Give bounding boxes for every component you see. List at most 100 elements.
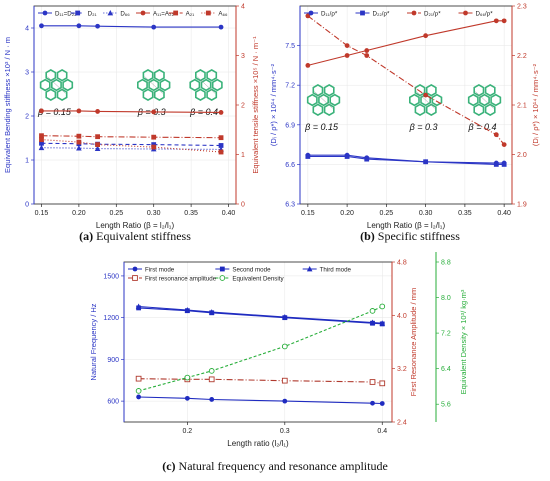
series-line [138, 305, 383, 324]
data-point [184, 374, 191, 381]
data-point [370, 400, 375, 406]
inset-hex-cell [153, 68, 165, 82]
inset-hex-cell [323, 103, 335, 117]
structure-inset [189, 68, 223, 102]
y-left-tick-label: 3 [25, 70, 29, 77]
legend-label: D₁₁/ρ* [321, 11, 338, 18]
inset-hex-cell [431, 93, 443, 107]
data-point [218, 143, 224, 148]
data-point [423, 159, 429, 165]
legend-label: D₁₁=D₂₂ [55, 11, 77, 18]
inset-guide [144, 76, 163, 94]
legend-swatch-marker [42, 10, 48, 16]
legend-label: D₂₁/ρ* [424, 11, 441, 18]
data-point [94, 145, 101, 151]
series-line [41, 139, 222, 153]
data-point [208, 376, 215, 383]
legend-label: D₂₁ [88, 11, 97, 18]
x-tick-label: 0.15 [35, 210, 49, 217]
data-point [493, 18, 499, 24]
data-point [218, 149, 224, 155]
legend-label: Equivalent Density [232, 276, 284, 283]
y-left-tick-label: 7.2 [285, 83, 295, 90]
inset-guide [47, 76, 66, 94]
inset-guide [475, 91, 494, 109]
inset-hex-cell [425, 83, 437, 97]
x-tick-label: 0.4 [377, 428, 387, 435]
inset-hex-cell [45, 68, 57, 82]
y-right-tick-label: 4.8 [397, 260, 407, 267]
data-point [39, 137, 44, 143]
y-right2-tick-label: 8.8 [441, 260, 451, 267]
data-point [135, 375, 142, 382]
data-point [305, 63, 311, 68]
inset-hex-cell [473, 103, 485, 117]
data-point [501, 162, 507, 167]
caption-letter: (b) [360, 229, 375, 243]
data-point [136, 394, 142, 400]
data-point [369, 379, 376, 385]
series-line [307, 155, 505, 165]
inset-hex-cell [414, 83, 426, 97]
caption-letter: (a) [79, 229, 93, 243]
data-point [218, 110, 224, 115]
series-line [138, 396, 383, 405]
x-tick-label: 0.30 [419, 210, 433, 217]
caption-text: Equivalent stiffness [93, 229, 191, 243]
data-point [39, 140, 44, 146]
inset-hex-cell [479, 93, 490, 107]
inset-hex-cell [200, 78, 212, 92]
inset-hex-cell [312, 103, 324, 117]
data-point [344, 43, 350, 48]
y-left-axis-label: (Dᵢ / ρ*) × 10¹⁴ / mm⁴·s⁻² [269, 63, 278, 146]
y-right-axis-label: (Dᵢ / ρ*) × 10¹⁴ / mm⁴·s⁻² [531, 63, 540, 146]
inset-hex-cell [312, 83, 324, 97]
legend-swatch-marker [173, 10, 179, 16]
inset-hex-cell [142, 88, 154, 102]
data-point [493, 132, 499, 138]
data-point [151, 142, 157, 147]
legend-swatch-marker [140, 10, 146, 16]
caption-text: Specific stiffness [375, 229, 460, 243]
y-right2-tick-label: 8.0 [441, 295, 451, 302]
legend: D₁₁/ρ* D₂₂/ρ* D₂₁/ρ* D₆₆/ρ* [304, 11, 493, 18]
inset-guide [196, 76, 216, 94]
y-right-tick-label: 3 [241, 53, 245, 60]
legend: D₁₁=D₂₂ D₂₁ D₆₆ A₁₁=A₂₂ A₂₁ A₆₆ [38, 10, 228, 18]
data-point [39, 133, 44, 139]
y-left-tick-label: 900 [107, 357, 119, 364]
legend-label: A₁₁=A₂₂ [153, 11, 174, 18]
data-point [344, 154, 350, 159]
data-point [364, 48, 370, 53]
inset-hex-cell [206, 88, 218, 102]
inset-hex-cell [56, 68, 68, 82]
data-point [493, 162, 499, 167]
data-point [305, 154, 311, 159]
legend-label: D₆₆ [120, 11, 130, 18]
series-line [41, 147, 222, 150]
y-left-tick-label: 6.3 [285, 202, 295, 209]
y-right-tick-label: 4 [241, 4, 245, 11]
y-left-tick-label: 4 [25, 26, 29, 33]
caption-letter: (c) [162, 459, 175, 473]
data-point [76, 139, 82, 145]
y-right2-tick-label: 5.6 [441, 402, 451, 409]
y-right-tick-label: 0 [241, 202, 245, 209]
series-line [138, 305, 383, 392]
data-point [95, 109, 100, 114]
structure-inset [467, 83, 502, 117]
series-line [41, 135, 222, 139]
x-tick-label: 0.40 [497, 210, 511, 217]
legend-label: A₆₆ [218, 11, 228, 18]
legend-swatch-marker [219, 266, 225, 272]
data-point [344, 53, 350, 58]
inset-hex-cell [318, 93, 330, 107]
y-right-axis-label: First Resonance Amplitude / mm [409, 288, 418, 396]
legend-swatch-marker [360, 10, 365, 16]
x-tick-label: 0.40 [222, 210, 236, 217]
legend-label: D₂₂/ρ* [373, 11, 391, 18]
y-right-tick-label: 4.0 [397, 313, 407, 320]
data-point [305, 13, 311, 19]
y-right-tick-label: 2 [241, 103, 245, 110]
